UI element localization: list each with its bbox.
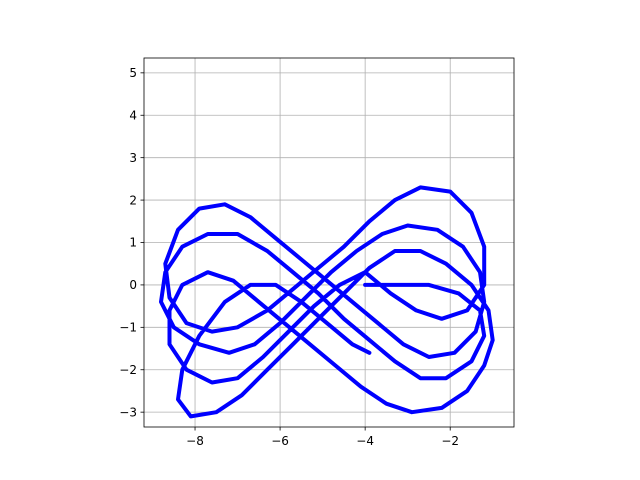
series-line [159,185,495,419]
x-tick-label: −8 [186,434,204,448]
y-tick-label: 1 [129,236,137,250]
plot-area [159,185,495,419]
y-tick-label: −2 [119,363,137,377]
x-tick-label: −6 [271,434,289,448]
y-tick-label: 0 [129,278,137,292]
y-tick-label: 5 [129,66,137,80]
y-tick-label: −3 [119,405,137,419]
x-axis: −8 −6 −4 −2 [186,427,459,448]
x-tick-label: −4 [356,434,374,448]
x-tick-label: −2 [441,434,459,448]
grid [144,58,514,427]
y-axis: −3 −2 −1 0 1 2 3 4 5 [119,66,144,419]
y-tick-label: −1 [119,321,137,335]
y-tick-label: 2 [129,193,137,207]
y-tick-label: 4 [129,108,137,122]
y-tick-label: 3 [129,151,137,165]
